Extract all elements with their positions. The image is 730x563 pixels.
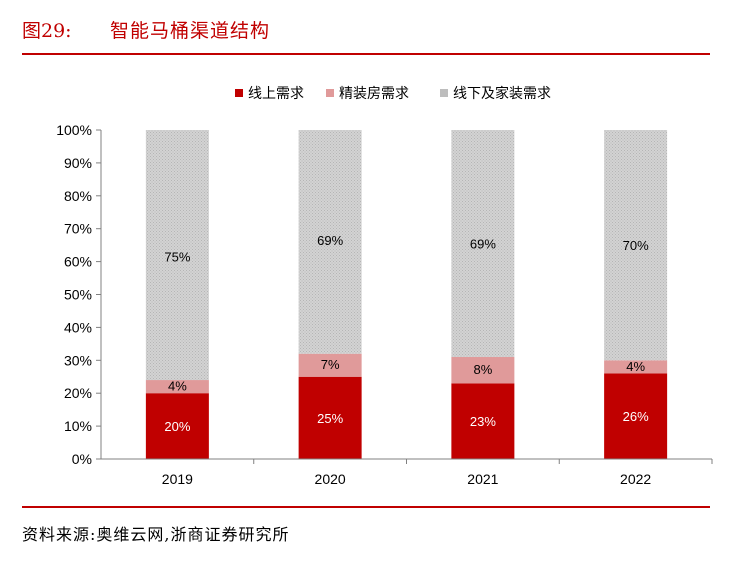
y-tick-label: 80% (64, 188, 92, 204)
data-label: 7% (321, 357, 340, 372)
data-label: 4% (168, 379, 187, 394)
bar-segment (604, 373, 668, 459)
x-axis: 2019 2020 2021 2022 (101, 458, 713, 487)
chart-legend: 线上需求 精装房需求 线下及家装需求 (235, 85, 551, 102)
y-tick-label: 0% (72, 451, 92, 467)
legend-label: 精装房需求 (339, 86, 409, 102)
y-tick-label: 70% (64, 221, 92, 237)
legend-label: 线下及家装需求 (453, 85, 551, 102)
x-tick-label: 2022 (620, 471, 651, 487)
x-tick-label: 2019 (162, 471, 193, 487)
data-label: 23% (470, 414, 496, 429)
bar-segment (604, 360, 668, 374)
bar-segment (298, 376, 362, 459)
data-label: 69% (470, 237, 496, 252)
legend-swatch (440, 89, 448, 97)
bar-segment (145, 130, 209, 381)
data-label: 8% (473, 362, 492, 377)
legend-swatch (235, 89, 243, 97)
bars: 20% 4% 75% 25% 7% 69% 23% 8% 69% 26% 4% 70% (145, 130, 668, 459)
y-tick-label: 20% (64, 385, 92, 401)
data-label: 75% (164, 250, 190, 265)
y-tick-label: 60% (64, 254, 92, 270)
y-tick-label: 30% (64, 352, 92, 368)
data-label: 26% (623, 409, 649, 424)
header-rule (22, 53, 710, 55)
y-tick-label: 10% (64, 418, 92, 434)
y-tick-label: 90% (64, 155, 92, 171)
data-label: 20% (164, 419, 190, 434)
bar-segment (298, 130, 362, 354)
bar-segment (451, 130, 515, 358)
source-note: 资料来源:奥维云网,浙商证券研究所 (22, 525, 290, 544)
legend-swatch (326, 89, 334, 97)
data-label: 69% (317, 233, 343, 248)
data-label: 70% (623, 238, 649, 253)
legend-label: 线上需求 (248, 86, 304, 102)
bar-segment (298, 353, 362, 377)
y-tick-label: 50% (64, 287, 92, 303)
figure-number: 图29: (22, 20, 72, 42)
data-label: 4% (626, 359, 645, 374)
bar-segment (145, 393, 209, 459)
figure-title: 智能马桶渠道结构 (110, 20, 271, 42)
bar-segment (145, 380, 209, 394)
footer-rule (22, 506, 710, 508)
figure-header: 图29: 智能马桶渠道结构 (22, 14, 710, 44)
bar-segment (451, 357, 515, 384)
bar-segment (451, 383, 515, 459)
x-tick-label: 2020 (315, 471, 346, 487)
x-tick-label: 2021 (467, 471, 498, 487)
bar-segment (604, 130, 668, 361)
y-tick-label: 40% (64, 319, 92, 335)
y-tick-label: 100% (56, 122, 92, 138)
data-label: 25% (317, 411, 343, 426)
y-axis: 0% 10% 20% 30% 40% 50% 60% 70% 80% 90% 100% (56, 122, 102, 467)
